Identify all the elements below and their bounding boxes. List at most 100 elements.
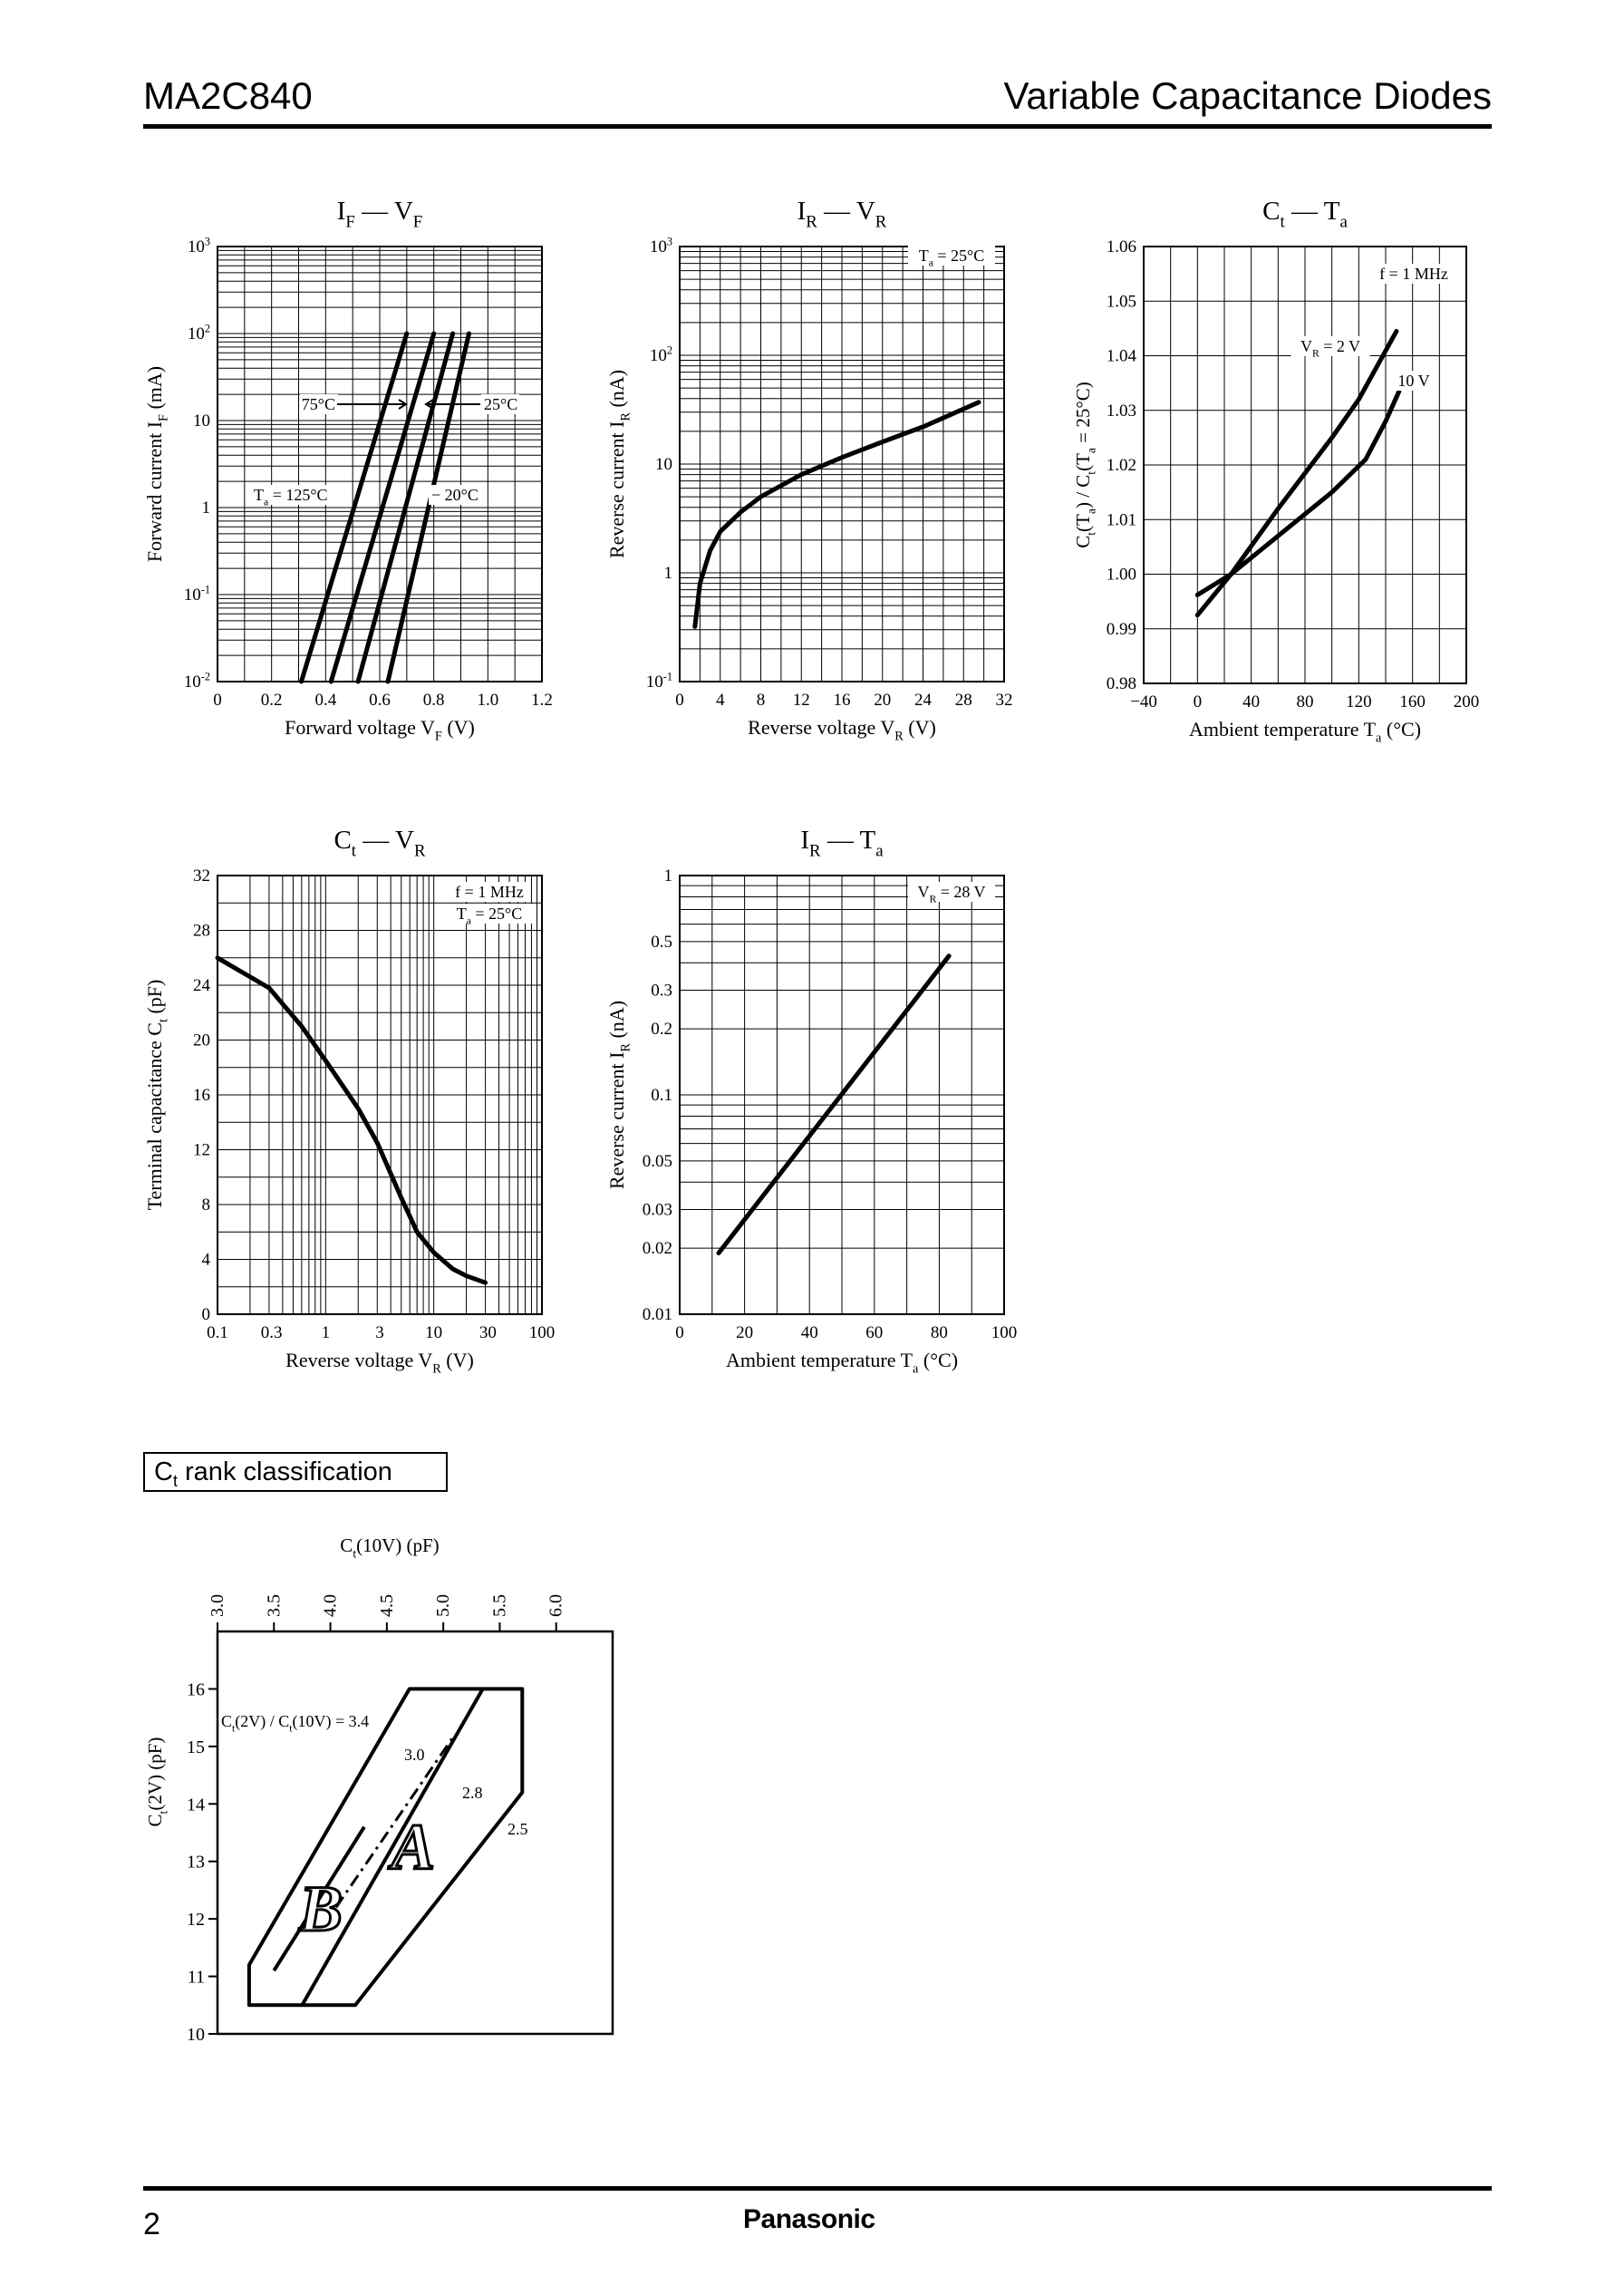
text-run: 0 xyxy=(675,691,684,710)
text-run: 0.1 xyxy=(651,1086,672,1105)
text-run: 5.5 xyxy=(489,1594,509,1617)
annotation-bg xyxy=(908,246,995,266)
text-run: (V) xyxy=(442,716,475,739)
text-run: 24 xyxy=(193,976,211,995)
text-run: 2 xyxy=(205,322,210,334)
text-run: a xyxy=(913,1362,919,1377)
text-run: 13 xyxy=(187,1853,205,1873)
text-run: -1 xyxy=(201,583,210,595)
annotation-bg xyxy=(429,485,483,505)
x-tick-label: 4 xyxy=(716,691,725,710)
x-tick-label: 30 xyxy=(479,1323,497,1342)
text-run: 0.3 xyxy=(651,982,672,1001)
annotation-bg xyxy=(505,1819,535,1839)
text-run: 10 xyxy=(187,2025,205,2045)
text-run: f = 1 MHz xyxy=(455,883,524,901)
x-tick-label: −40 xyxy=(1130,692,1157,711)
text-run: Reverse current I xyxy=(605,1052,628,1189)
arrow-mark xyxy=(424,399,480,410)
text-run: 0.3 xyxy=(261,1323,283,1342)
text-run: = 28 V xyxy=(936,883,985,901)
text-run: t xyxy=(352,842,357,861)
text-run: 80 xyxy=(931,1323,948,1342)
text-run: 3 xyxy=(205,235,210,247)
text-run: 5.0 xyxy=(433,1594,453,1617)
text-run: (T xyxy=(1072,514,1094,532)
text-run: 0.98 xyxy=(1107,674,1136,693)
y-tick-label: 1.04 xyxy=(1107,347,1137,366)
y-tick-label: 1.01 xyxy=(1107,510,1136,529)
tick-labels: 0 20 40 60 80 100 0.01 0.02 0.03 0.05 0.1 0.2 0.3 0.5… xyxy=(643,866,1018,1342)
text-run: F xyxy=(435,730,442,744)
text-run: T xyxy=(919,247,929,265)
text-run: R xyxy=(432,1362,441,1377)
text-run: 20 xyxy=(736,1323,753,1342)
text-run: C xyxy=(334,826,351,855)
rank-a-label: A xyxy=(388,1811,435,1883)
text-run: F xyxy=(157,414,171,421)
annotation-label: 10 V xyxy=(1397,372,1429,390)
text-run: F xyxy=(345,213,354,232)
text-run: 10 xyxy=(646,673,663,692)
annotation-bg xyxy=(1395,371,1433,391)
text-run: 120 xyxy=(1346,692,1372,711)
x-tick-label: 28 xyxy=(955,691,972,710)
text-run: (T xyxy=(1072,453,1094,471)
chart-ct-ta: −40 0 40 80 120 160 200 0.98 0.99 1.00 1.01 1.02 1.0… xyxy=(1072,197,1479,746)
annotation-label: 2.5 xyxy=(508,1820,528,1838)
text-run: = 25°C xyxy=(471,905,522,923)
text-run: 4.5 xyxy=(377,1594,397,1617)
x-axis-label: Ambient temperature Ta (°C) xyxy=(726,1349,958,1377)
ratio-dash-line xyxy=(334,1734,456,1909)
text-run: 0.01 xyxy=(643,1305,672,1324)
text-run: 10 xyxy=(184,673,201,692)
x-tick-label: 10 xyxy=(425,1323,442,1342)
series-line xyxy=(385,331,471,684)
annotation-bg xyxy=(446,904,533,924)
text-run: 6.0 xyxy=(546,1594,566,1617)
plot-frame xyxy=(679,246,1005,682)
x-axis-label: Reverse voltage VR (V) xyxy=(748,716,936,744)
x-tick-label: 120 xyxy=(1346,692,1372,711)
text-run: (2V) / C xyxy=(235,1712,289,1731)
text-run: 10 xyxy=(650,237,667,257)
text-run: Ambient temperature T xyxy=(726,1349,914,1371)
text-run: 2.5 xyxy=(508,1820,528,1838)
text-run: (V) xyxy=(441,1349,474,1371)
y-tick-label: 24 xyxy=(193,976,211,995)
y-tick-label: 0.2 xyxy=(651,1020,672,1039)
x-tick-label: 0.2 xyxy=(261,691,283,710)
text-run: 28 xyxy=(193,922,210,941)
y-tick-label: 0.1 xyxy=(651,1086,672,1105)
text-run: 14 xyxy=(187,1795,205,1815)
annotations: f = 1 MHz Ta = 25°C xyxy=(446,882,533,926)
text-run: C xyxy=(221,1712,232,1730)
chart-title: IR — VR xyxy=(798,197,887,232)
text-run: 100 xyxy=(991,1323,1018,1342)
x-tick-label: 60 xyxy=(865,1323,883,1342)
text-run: 40 xyxy=(1242,692,1260,711)
text-run: 1 xyxy=(664,564,673,583)
text-run: = 25°C) xyxy=(1072,382,1094,448)
text-run: R xyxy=(809,842,821,861)
document-type: Variable Capacitance Diodes xyxy=(1003,74,1492,117)
text-run: t xyxy=(1281,213,1286,232)
chart-title: Ct — Ta xyxy=(1262,197,1348,232)
text-run: C xyxy=(1072,536,1094,548)
text-run: 10 xyxy=(188,237,205,257)
text-run: 40 xyxy=(801,1323,818,1342)
text-run: R xyxy=(806,213,817,232)
text-run: Reverse current I xyxy=(605,421,628,558)
text-run: 15 xyxy=(187,1737,205,1757)
text-run: 12 xyxy=(793,691,810,710)
text-run: (mA) xyxy=(143,366,166,414)
text-run: 3.0 xyxy=(404,1746,425,1764)
y-tick-label: 11 xyxy=(188,1968,205,1988)
annotation-label: VR = 2 V xyxy=(1300,337,1360,359)
text-run: 3.0 xyxy=(208,1594,227,1617)
text-run: 28 xyxy=(955,691,972,710)
y-tick-label: 10-1 xyxy=(184,583,210,605)
